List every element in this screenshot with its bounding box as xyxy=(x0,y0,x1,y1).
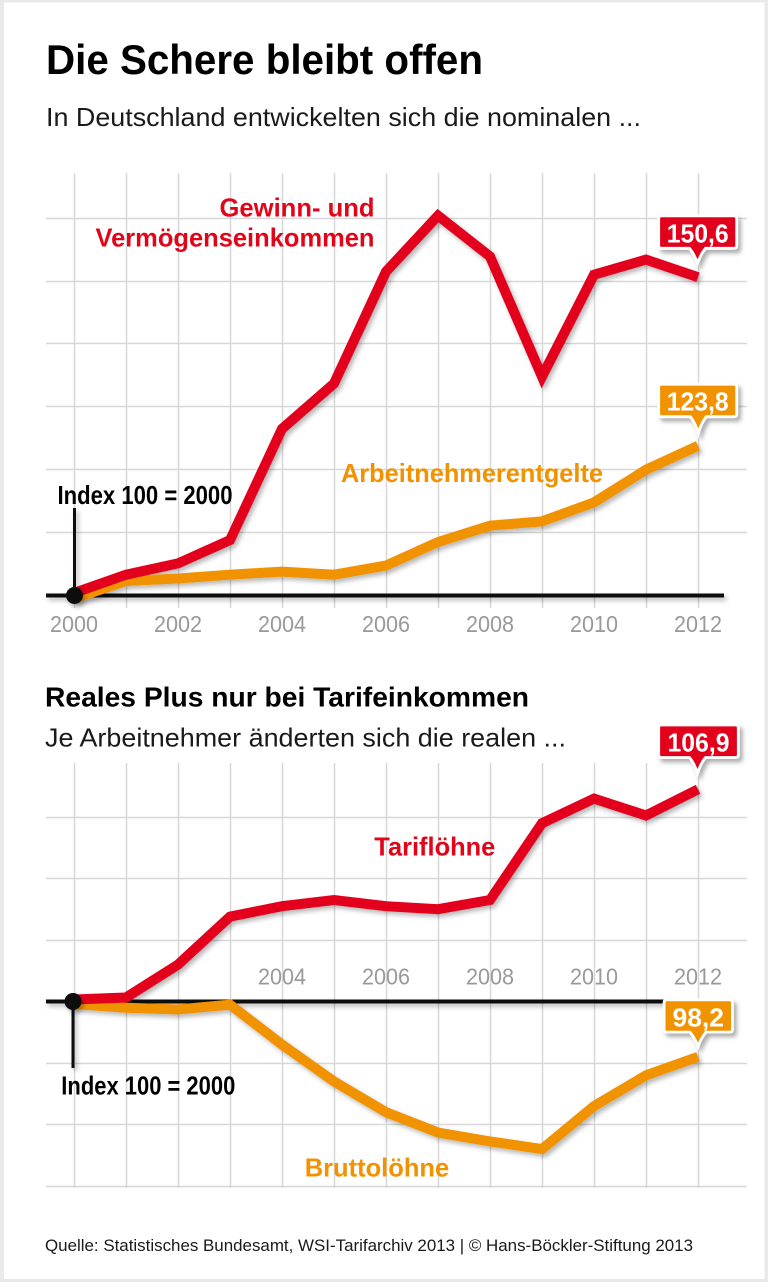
svg-text:2002: 2002 xyxy=(154,611,202,637)
svg-text:150,6: 150,6 xyxy=(667,218,729,248)
svg-text:2008: 2008 xyxy=(466,611,514,637)
svg-text:Gewinn- und: Gewinn- und xyxy=(220,193,375,223)
svg-text:2010: 2010 xyxy=(570,611,618,637)
svg-text:Quelle: Statistisches Bundesam: Quelle: Statistisches Bundesamt, WSI-Tar… xyxy=(45,1236,693,1255)
svg-text:2012: 2012 xyxy=(674,611,722,637)
svg-text:Arbeitnehmerentgelte: Arbeitnehmerentgelte xyxy=(341,458,603,488)
svg-text:In Deutschland entwickelten si: In Deutschland entwickelten sich die nom… xyxy=(46,102,641,132)
svg-text:2008: 2008 xyxy=(466,964,514,990)
svg-text:Je Arbeitnehmer änderten sich: Je Arbeitnehmer änderten sich die realen… xyxy=(45,723,566,753)
svg-text:Index 100 = 2000: Index 100 = 2000 xyxy=(61,1071,235,1101)
svg-text:2010: 2010 xyxy=(570,964,618,990)
svg-text:2006: 2006 xyxy=(362,964,410,990)
svg-text:2004: 2004 xyxy=(258,611,306,637)
svg-text:Die Schere bleibt offen: Die Schere bleibt offen xyxy=(46,36,483,83)
svg-text:Tariflöhne: Tariflöhne xyxy=(374,832,495,862)
svg-text:2012: 2012 xyxy=(674,964,722,990)
svg-text:Reales Plus nur bei Tarifeinko: Reales Plus nur bei Tarifeinkommen xyxy=(45,682,529,713)
svg-text:123,8: 123,8 xyxy=(667,387,729,417)
svg-text:2006: 2006 xyxy=(362,611,410,637)
svg-text:98,2: 98,2 xyxy=(673,1002,725,1032)
svg-text:2000: 2000 xyxy=(50,611,98,637)
svg-text:2004: 2004 xyxy=(258,964,306,990)
svg-text:Index 100 = 2000: Index 100 = 2000 xyxy=(58,480,233,510)
svg-text:106,9: 106,9 xyxy=(668,728,730,758)
svg-text:Bruttolöhne: Bruttolöhne xyxy=(305,1153,450,1183)
svg-text:Vermögenseinkommen: Vermögenseinkommen xyxy=(96,223,375,253)
